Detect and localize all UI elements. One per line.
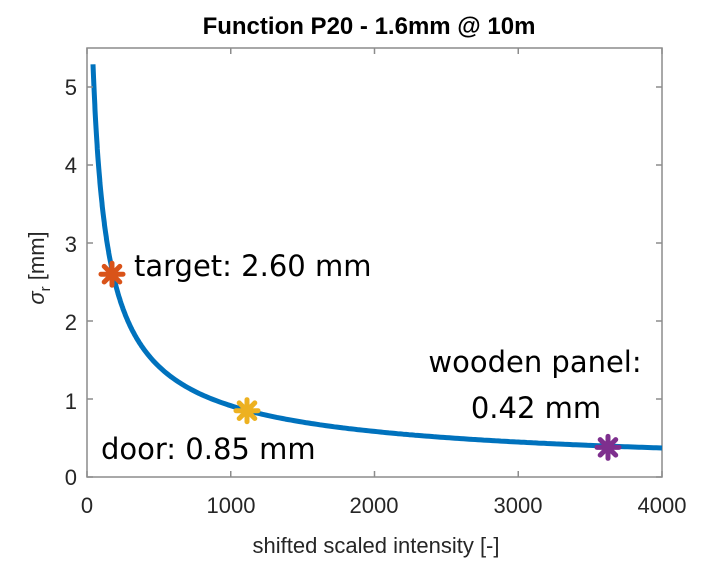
x-tick-3000: 3000 bbox=[494, 493, 543, 518]
y-axis-label: σr [mm] bbox=[24, 231, 54, 304]
y-axis-unit: [mm] bbox=[24, 231, 49, 286]
x-tick-labels: 0 1000 2000 3000 4000 bbox=[81, 493, 687, 518]
y-tick-0: 0 bbox=[65, 465, 77, 490]
annotation-wooden-panel-line1: wooden panel: bbox=[428, 345, 641, 379]
axis-ticks bbox=[86, 48, 663, 478]
annotation-target: target: 2.60 mm bbox=[134, 249, 371, 283]
data-markers bbox=[98, 260, 622, 461]
target-marker-icon bbox=[98, 260, 126, 288]
y-tick-5: 5 bbox=[65, 75, 77, 100]
annotation-door: door: 0.85 mm bbox=[101, 432, 316, 466]
plot-area bbox=[86, 47, 663, 478]
door-marker-icon bbox=[233, 397, 261, 425]
x-axis-label: shifted scaled intensity [-] bbox=[252, 533, 499, 558]
x-tick-0: 0 bbox=[81, 493, 93, 518]
wooden-panel-marker-icon bbox=[594, 433, 622, 461]
y-axis-symbol: σ bbox=[24, 291, 49, 305]
annotation-wooden-panel-line2: 0.42 mm bbox=[471, 391, 601, 425]
y-tick-1: 1 bbox=[65, 389, 77, 414]
x-tick-4000: 4000 bbox=[638, 493, 687, 518]
y-tick-labels: 0 1 2 3 4 5 bbox=[65, 75, 77, 490]
sigma-curve bbox=[90, 64, 663, 451]
x-tick-2000: 2000 bbox=[350, 493, 399, 518]
y-tick-2: 2 bbox=[65, 310, 77, 335]
x-tick-1000: 1000 bbox=[207, 493, 256, 518]
chart-title: Function P20 - 1.6mm @ 10m bbox=[203, 13, 536, 40]
y-tick-3: 3 bbox=[65, 232, 77, 257]
y-axis-subscript: r bbox=[37, 286, 54, 291]
y-tick-4: 4 bbox=[65, 153, 77, 178]
